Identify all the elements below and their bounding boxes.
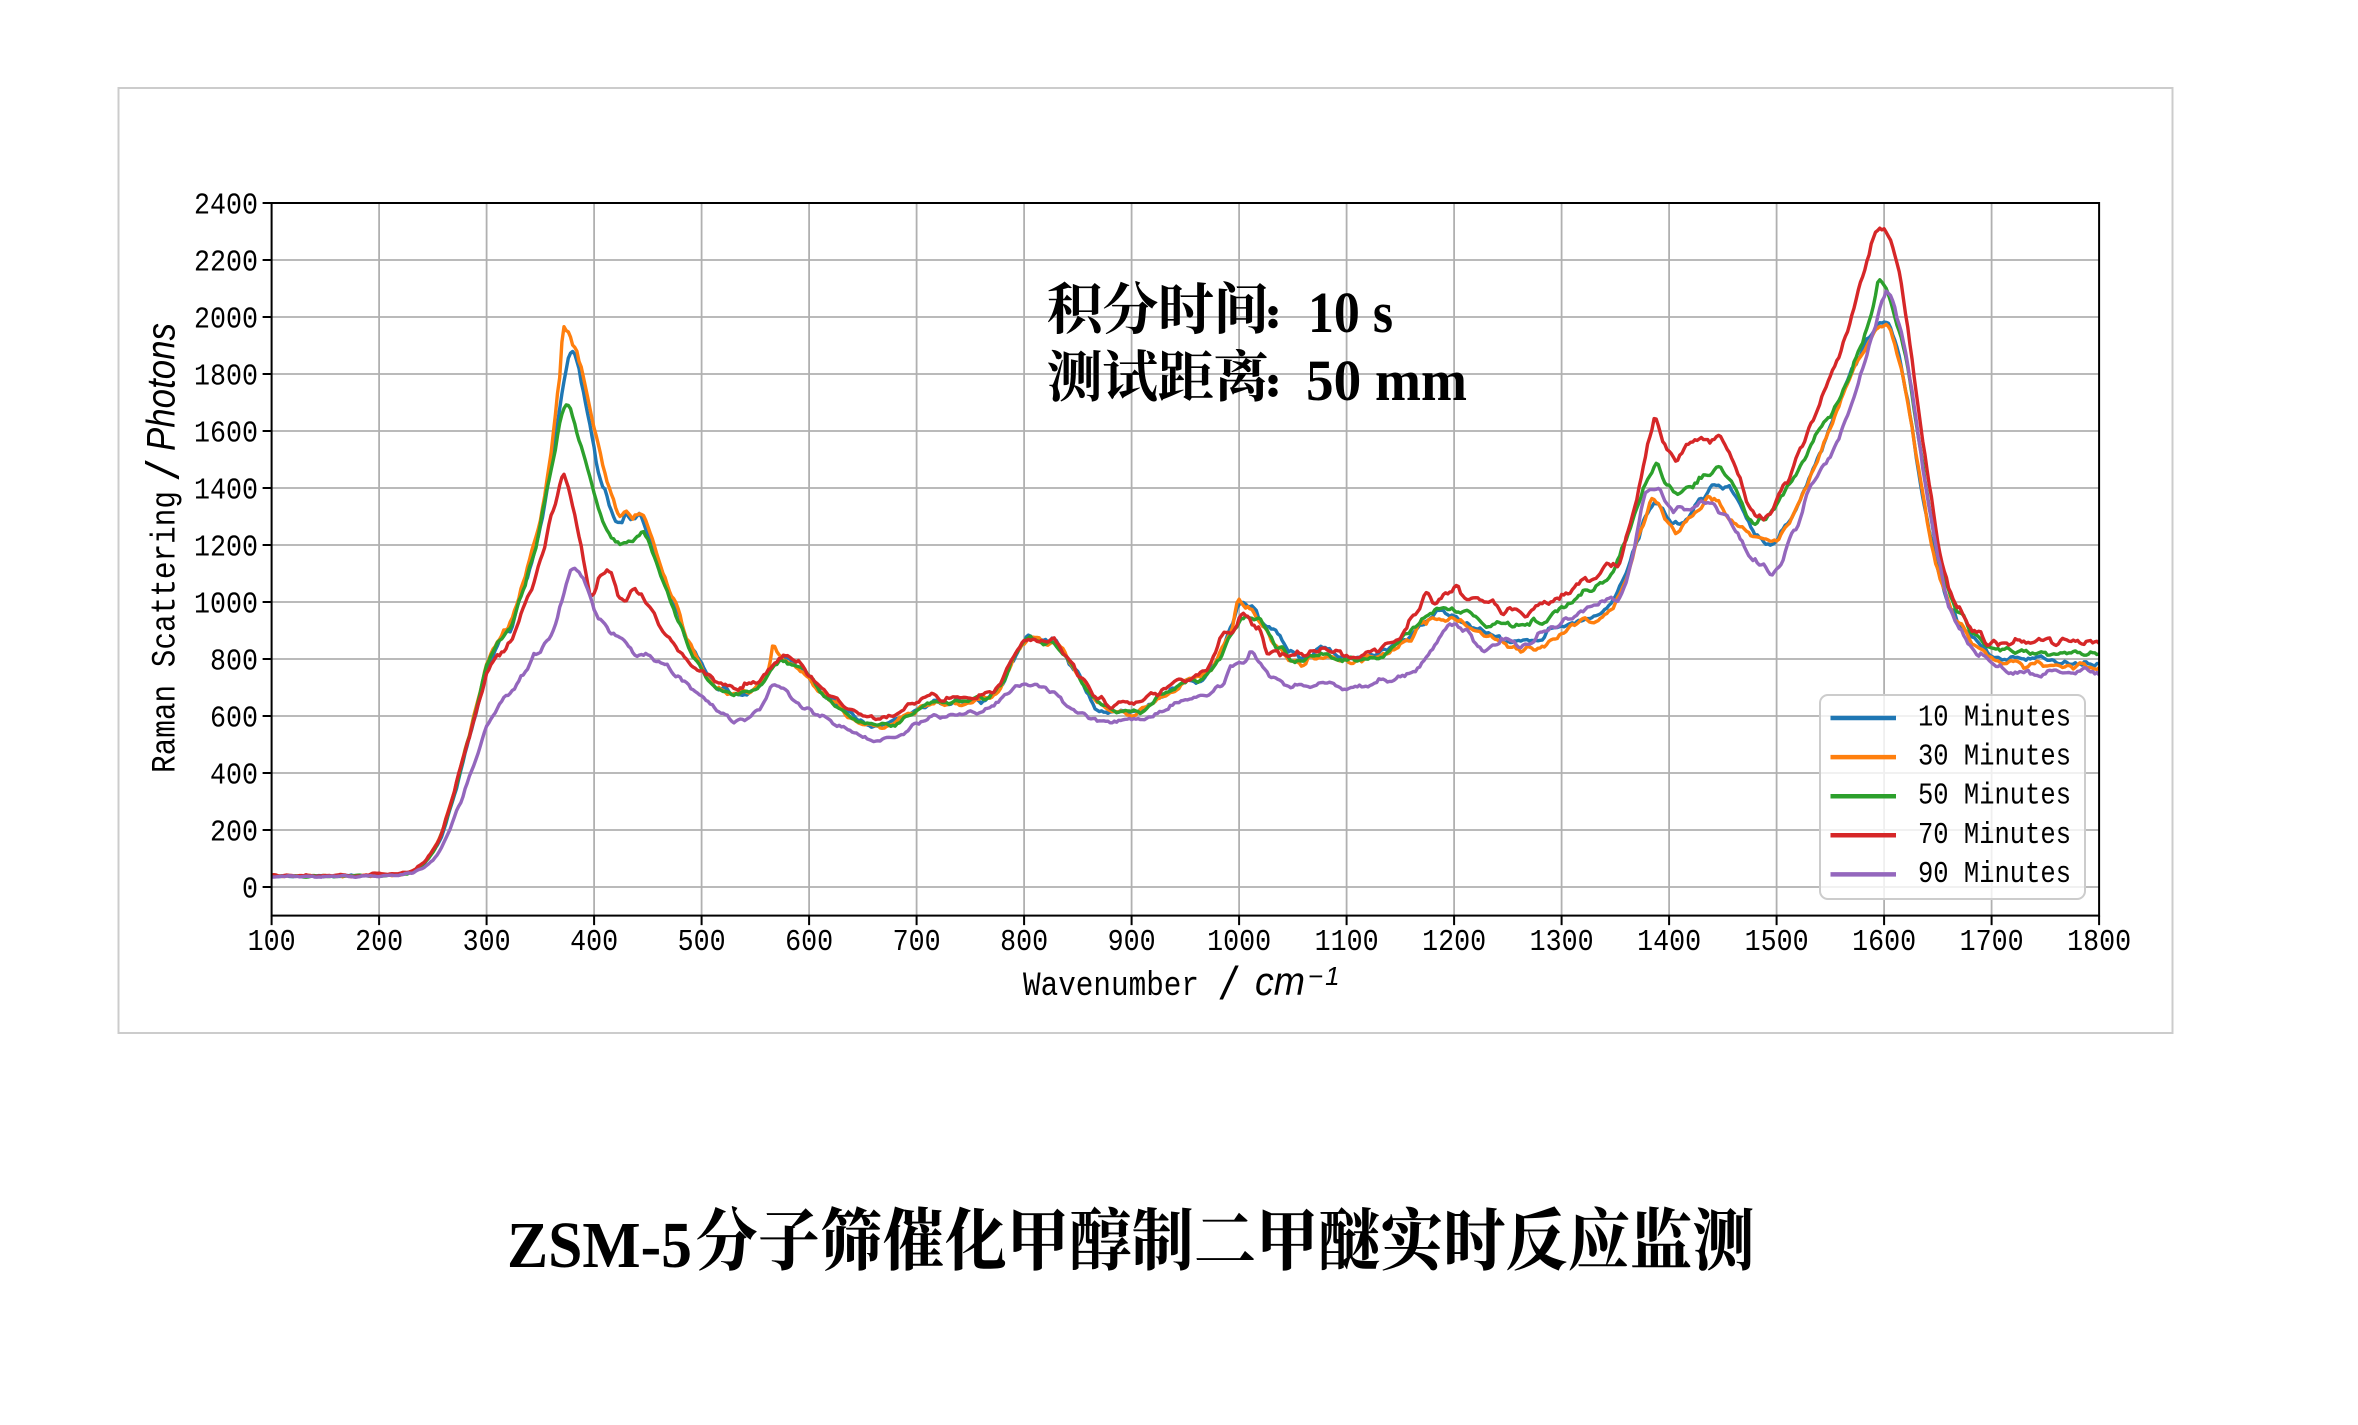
svg-text:1400: 1400 (194, 474, 258, 509)
svg-text:1600: 1600 (194, 417, 258, 452)
svg-text:800: 800 (1000, 925, 1048, 960)
svg-text:1700: 1700 (1960, 925, 2024, 960)
svg-text:/: / (1219, 957, 1239, 1009)
svg-text:1000: 1000 (194, 588, 258, 623)
svg-text:0: 0 (242, 873, 258, 908)
svg-text:1200: 1200 (194, 531, 258, 566)
svg-text:10 Minutes: 10 Minutes (1918, 701, 2071, 736)
svg-text:1200: 1200 (1422, 925, 1486, 960)
svg-text:50 Minutes: 50 Minutes (1918, 779, 2071, 814)
svg-text:Wavenumber: Wavenumber (1023, 968, 1199, 1006)
svg-text:2200: 2200 (194, 246, 258, 281)
svg-text:90 Minutes: 90 Minutes (1918, 857, 2071, 892)
svg-text:700: 700 (893, 925, 941, 960)
svg-text:cm: cm (1255, 960, 1305, 1004)
svg-text:Photons: Photons (140, 323, 184, 451)
svg-text:30 Minutes: 30 Minutes (1918, 740, 2071, 775)
svg-text:1300: 1300 (1530, 925, 1594, 960)
svg-text:1000: 1000 (1207, 925, 1271, 960)
svg-text:500: 500 (678, 925, 726, 960)
svg-text:600: 600 (210, 702, 258, 737)
svg-text:1800: 1800 (2067, 925, 2131, 960)
svg-text:200: 200 (355, 925, 403, 960)
svg-text:1400: 1400 (1637, 925, 1701, 960)
svg-text:50 mm: 50 mm (1306, 348, 1467, 413)
svg-text:10 s: 10 s (1308, 280, 1393, 345)
svg-text:600: 600 (785, 925, 833, 960)
svg-text:ZSM-5: ZSM-5 (507, 1209, 692, 1282)
svg-text:1100: 1100 (1315, 925, 1379, 960)
svg-text:100: 100 (248, 925, 296, 960)
svg-text:400: 400 (210, 759, 258, 794)
svg-text:Raman Scattering: Raman Scattering (148, 491, 186, 773)
svg-text:200: 200 (210, 816, 258, 851)
svg-text:2000: 2000 (194, 303, 258, 338)
svg-text:900: 900 (1108, 925, 1156, 960)
svg-text:800: 800 (210, 645, 258, 680)
svg-text:2400: 2400 (194, 189, 258, 224)
svg-text:70 Minutes: 70 Minutes (1918, 818, 2071, 853)
svg-text:/: / (137, 460, 189, 480)
svg-text:1500: 1500 (1745, 925, 1809, 960)
svg-text:300: 300 (463, 925, 511, 960)
svg-text:1600: 1600 (1852, 925, 1916, 960)
svg-text:400: 400 (570, 925, 618, 960)
svg-text:−1: −1 (1308, 961, 1342, 991)
svg-text:1800: 1800 (194, 360, 258, 395)
